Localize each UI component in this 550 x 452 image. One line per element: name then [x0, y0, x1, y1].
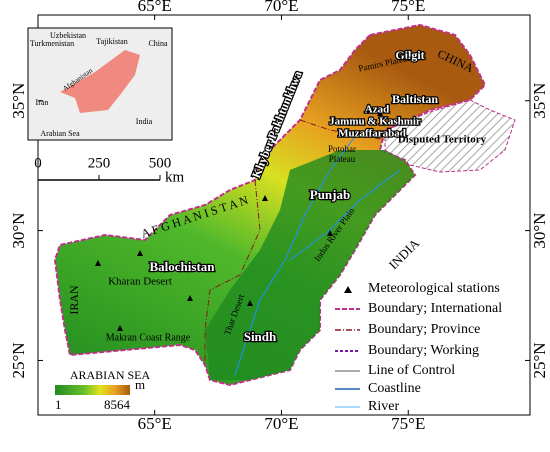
- x-tick-label: 70°E: [264, 414, 298, 433]
- station: [247, 300, 253, 306]
- y-tick-label: 25°N: [9, 342, 28, 378]
- inset-label: Tajikistan: [96, 37, 127, 46]
- scale-label: 250: [88, 155, 111, 171]
- x-tick-label: 65°E: [138, 414, 172, 433]
- inset-label: Iran: [36, 98, 49, 107]
- y-tick-label: 30°N: [9, 213, 28, 249]
- map-label: Balochistan: [149, 259, 215, 274]
- y-tick-label: 35°N: [9, 83, 28, 119]
- legend-label: River: [368, 399, 399, 414]
- legend-label: Boundary; Province: [368, 322, 480, 337]
- map-label: Kharan Desert: [108, 276, 172, 288]
- map-label: Gilgit: [395, 48, 424, 62]
- station: [117, 325, 123, 331]
- colorbar-max: 8564: [104, 397, 131, 412]
- scale-label: 0: [34, 155, 42, 171]
- province-boundary: [204, 179, 261, 365]
- map-label: Disputed Territory: [398, 134, 487, 146]
- stations: [95, 110, 383, 331]
- map-label: Muzaffarabad: [338, 128, 406, 140]
- legend-label: Meteorological stations: [368, 281, 500, 296]
- map-label: ARABIAN SEA: [70, 368, 151, 382]
- map-label: Baltistan: [392, 92, 438, 106]
- map-label: Sindh: [244, 329, 277, 344]
- map-label: Plateau: [329, 154, 356, 164]
- station: [187, 295, 193, 301]
- colorbar-unit: m: [135, 377, 145, 392]
- river: [289, 169, 401, 261]
- scale-label: 500: [149, 155, 172, 171]
- map-label: Makran Coast Range: [106, 332, 191, 343]
- inset-label: India: [136, 117, 153, 126]
- y-tick-label: 30°N: [530, 213, 549, 249]
- station: [137, 250, 143, 256]
- legend-label: Line of Control: [368, 363, 455, 378]
- inset: [27, 27, 173, 141]
- inset-label: Turkmenistan: [30, 39, 74, 48]
- x-tick-label: 70°E: [264, 0, 298, 15]
- legend-label: Coastline: [368, 381, 421, 396]
- inset-label: Uzbekistan: [50, 31, 86, 40]
- x-tick-label: 75°E: [391, 414, 425, 433]
- map-label: Punjab: [310, 187, 350, 202]
- river: [234, 129, 361, 376]
- map-label: Jammu & Kashmir: [329, 116, 421, 128]
- y-tick-label: 35°N: [530, 83, 549, 119]
- scale-unit: km: [165, 169, 185, 185]
- legend-label: Boundary; Working: [368, 343, 479, 358]
- colorbar-min: 1: [55, 397, 62, 412]
- sindh-punjab-lowland: [205, 150, 415, 380]
- station: [327, 230, 333, 236]
- station: [262, 195, 268, 201]
- colorbar: [55, 385, 130, 395]
- disputed-territory: [384, 99, 516, 173]
- y-tick-label: 25°N: [530, 342, 549, 378]
- map-label: Azad: [365, 104, 389, 116]
- station: [377, 110, 383, 116]
- x-tick-label: 65°E: [138, 0, 172, 15]
- legend-symbols: [335, 286, 360, 408]
- map-label: Potohar: [328, 144, 356, 154]
- x-tick-label: 75°E: [391, 0, 425, 15]
- province-boundary: [299, 119, 386, 141]
- inset-pakistan: [60, 50, 140, 113]
- legend-station: [344, 286, 352, 293]
- inset-label: Arabian Sea: [40, 129, 80, 138]
- inset-label: China: [148, 39, 168, 48]
- map-label: IRAN: [67, 285, 81, 315]
- legend-label: Boundary; International: [368, 301, 502, 316]
- station: [95, 260, 101, 266]
